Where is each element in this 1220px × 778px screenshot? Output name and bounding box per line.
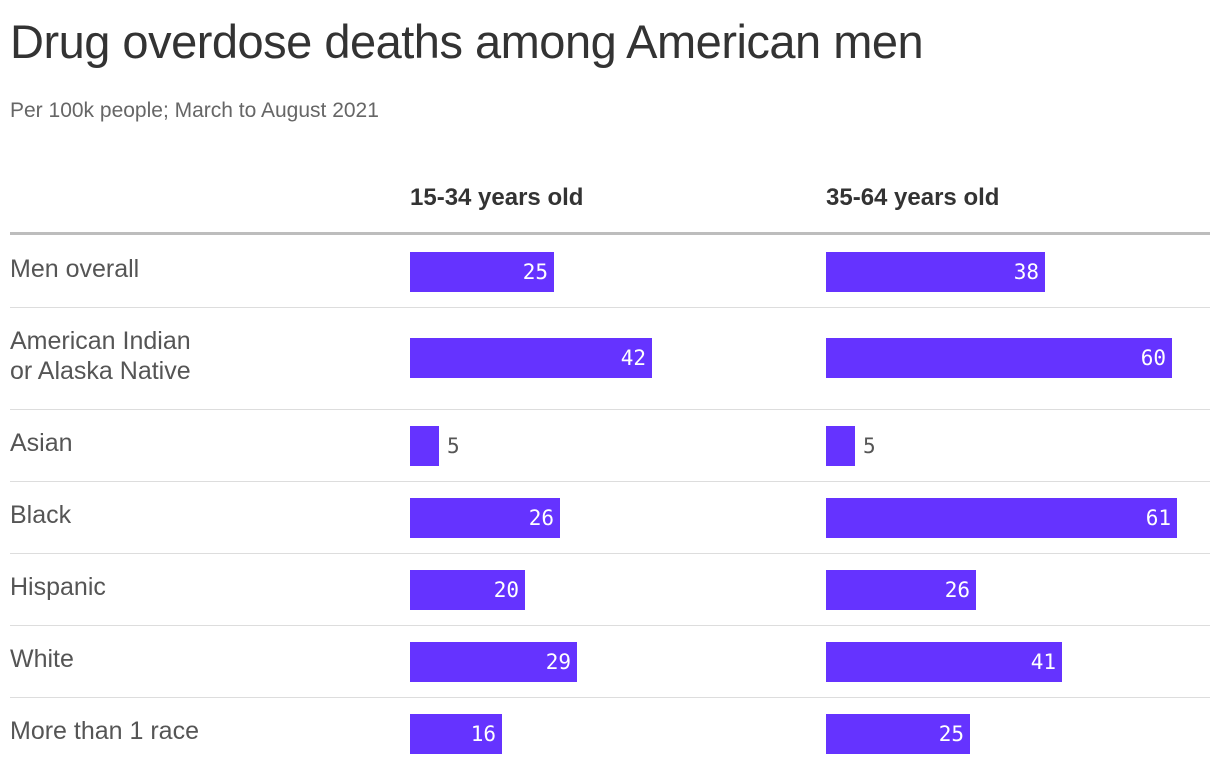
row-divider — [10, 409, 1210, 410]
bar-value-label: 26 — [528, 506, 554, 530]
bar — [410, 642, 577, 682]
row-label: American Indian or Alaska Native — [10, 327, 191, 385]
bar-value-label: 38 — [1013, 260, 1039, 284]
row-label: White — [10, 645, 74, 673]
bar-value-label: 29 — [545, 650, 571, 674]
row-label: Asian — [10, 429, 73, 457]
bar — [410, 252, 554, 292]
bar-value-label: 60 — [1140, 346, 1166, 370]
row-divider — [10, 625, 1210, 626]
row-divider — [10, 307, 1210, 308]
bar — [826, 338, 1172, 378]
header-divider — [10, 232, 1210, 235]
row-label: Men overall — [10, 255, 140, 283]
bar — [826, 426, 855, 466]
bar-value-label: 26 — [944, 578, 970, 602]
chart-subtitle: Per 100k people; March to August 2021 — [10, 99, 379, 122]
bar — [410, 570, 525, 610]
bar — [826, 642, 1062, 682]
bar — [410, 498, 560, 538]
bar — [410, 338, 652, 378]
row-divider — [10, 553, 1210, 554]
row-label: More than 1 race — [10, 717, 199, 745]
bar-value-label: 5 — [447, 434, 460, 458]
bar — [826, 570, 976, 610]
column-header-35-64: 35-64 years old — [826, 184, 1000, 211]
row-label: Black — [10, 501, 72, 529]
bar — [826, 252, 1045, 292]
row-label: Hispanic — [10, 573, 106, 601]
bar — [826, 714, 970, 754]
row-divider — [10, 697, 1210, 698]
bar-value-label: 61 — [1145, 506, 1171, 530]
bar-value-label: 25 — [938, 722, 964, 746]
bar-value-label: 5 — [863, 434, 876, 458]
bar-value-label: 20 — [493, 578, 519, 602]
bar-value-label: 41 — [1030, 650, 1056, 674]
bar-value-label: 16 — [470, 722, 496, 746]
column-header-15-34: 15-34 years old — [410, 184, 584, 211]
bar-value-label: 42 — [620, 346, 646, 370]
bar — [410, 426, 439, 466]
bar — [410, 714, 502, 754]
row-divider — [10, 481, 1210, 482]
bar — [826, 498, 1177, 538]
chart-title: Drug overdose deaths among American men — [10, 15, 924, 68]
bar-value-label: 25 — [522, 260, 548, 284]
